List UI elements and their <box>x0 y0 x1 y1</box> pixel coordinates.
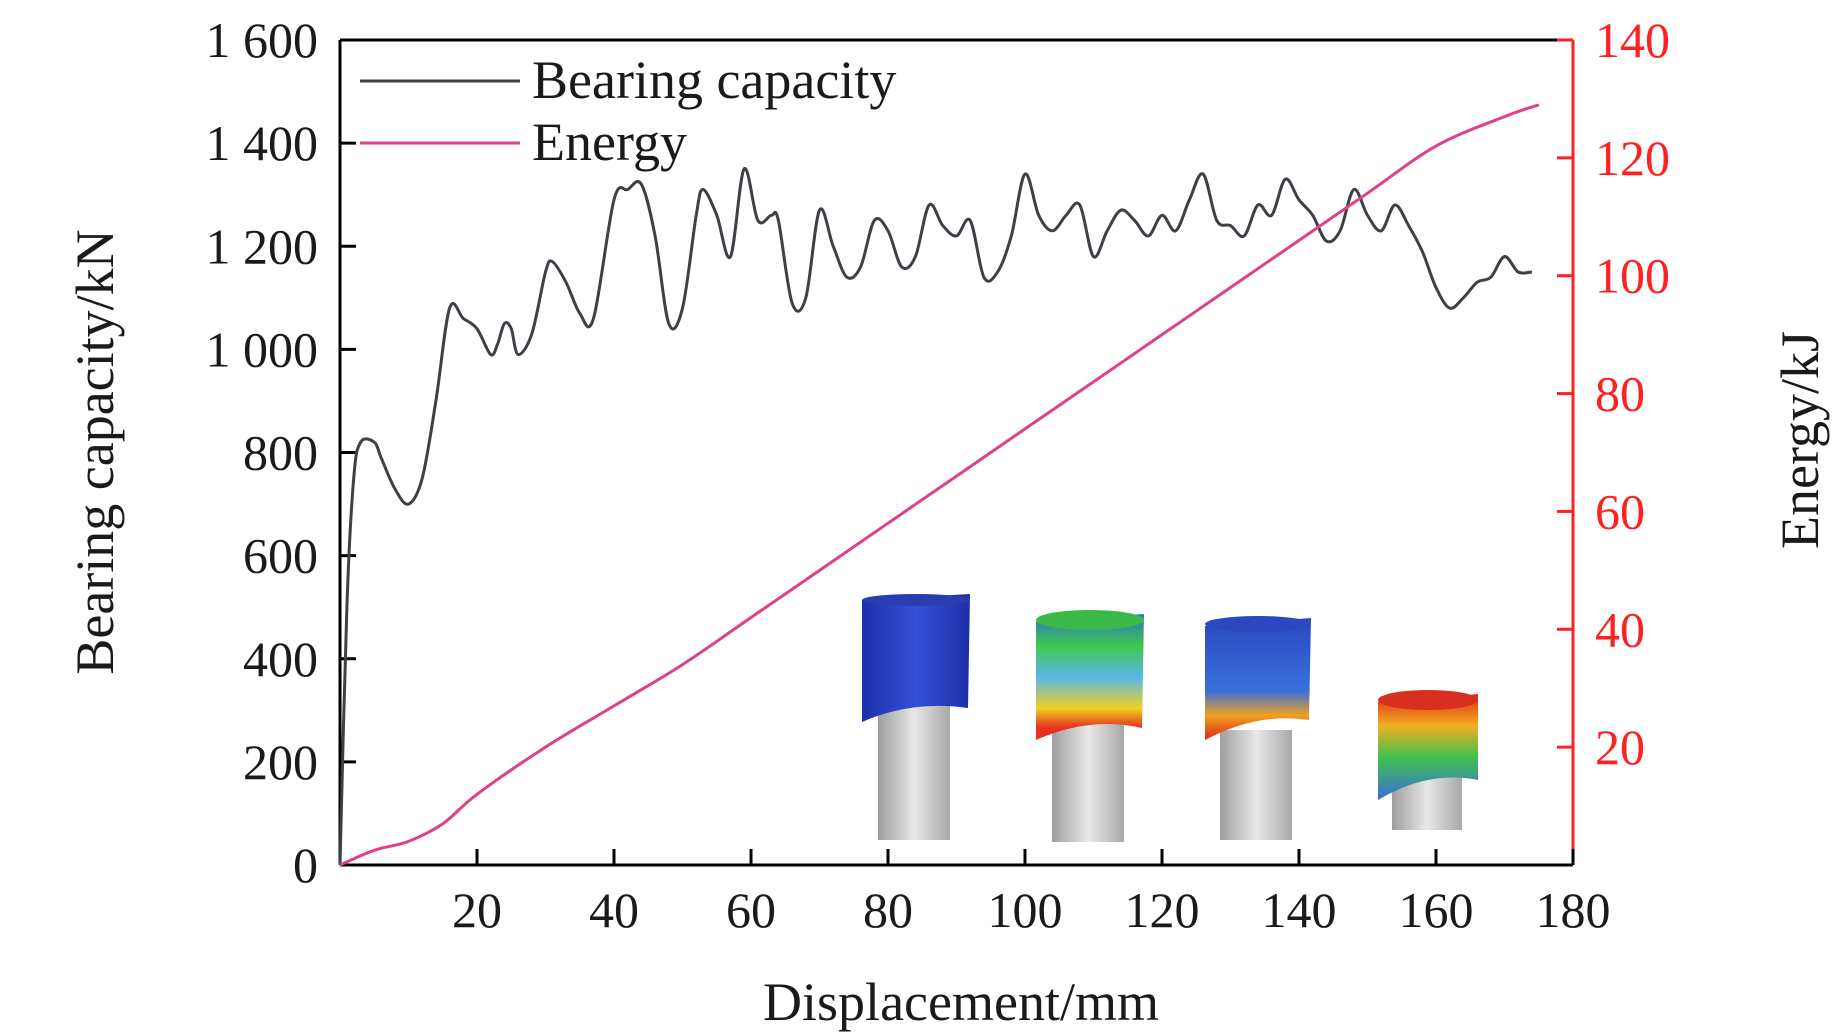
y-tick-label: 400 <box>243 631 318 687</box>
y2-tick-label: 20 <box>1595 719 1645 775</box>
tube-stage-4 <box>1378 690 1478 830</box>
y2-tick-label: 100 <box>1595 248 1670 304</box>
series-layer <box>338 103 1540 867</box>
x-axis-title: Displacement/mm <box>763 972 1159 1032</box>
legend-label-bearing: Bearing capacity <box>532 50 896 110</box>
x-tick-label: 180 <box>1536 882 1611 938</box>
x-tick-label: 140 <box>1262 882 1337 938</box>
tube-stage-2 <box>1036 610 1144 842</box>
y-tick-label: 1 000 <box>206 321 319 377</box>
y-tick-label: 800 <box>243 425 318 481</box>
y-tick-label: 200 <box>243 734 318 790</box>
y2-tick-label: 140 <box>1595 12 1670 68</box>
y-tick-label: 1 600 <box>206 12 319 68</box>
axis-ticks: 20 40 60 80 100 120 140 160 180 0 200 400 600 800 1 00… <box>206 12 1671 938</box>
y2-tick-label: 80 <box>1595 366 1645 422</box>
y-tick-label: 0 <box>293 837 318 893</box>
tube-stage-3 <box>1205 616 1311 840</box>
x-tick-label: 20 <box>452 882 502 938</box>
crushed-tube-simulation-images <box>862 594 1478 842</box>
x-tick-label: 120 <box>1125 882 1200 938</box>
y2-tick-label: 60 <box>1595 483 1645 539</box>
bearing-capacity-series-line <box>338 167 1533 866</box>
energy-series-line <box>339 103 1540 867</box>
y-tick-label: 1 400 <box>206 115 319 171</box>
tube-stage-1 <box>862 594 970 840</box>
x-tick-label: 100 <box>988 882 1063 938</box>
y2-axis-title: Energy/kJ <box>1770 331 1830 549</box>
legend-label-energy: Energy <box>532 112 687 172</box>
y-axis-title: Bearing capacity/kN <box>65 229 125 674</box>
x-tick-label: 60 <box>726 882 776 938</box>
x-tick-label: 80 <box>863 882 913 938</box>
y2-tick-label: 120 <box>1595 130 1670 186</box>
y-tick-label: 1 200 <box>206 218 319 274</box>
x-tick-label: 160 <box>1399 882 1474 938</box>
x-tick-label: 40 <box>589 882 639 938</box>
y2-tick-label: 40 <box>1595 601 1645 657</box>
y-tick-label: 600 <box>243 528 318 584</box>
legend: Bearing capacity Energy <box>360 50 896 172</box>
